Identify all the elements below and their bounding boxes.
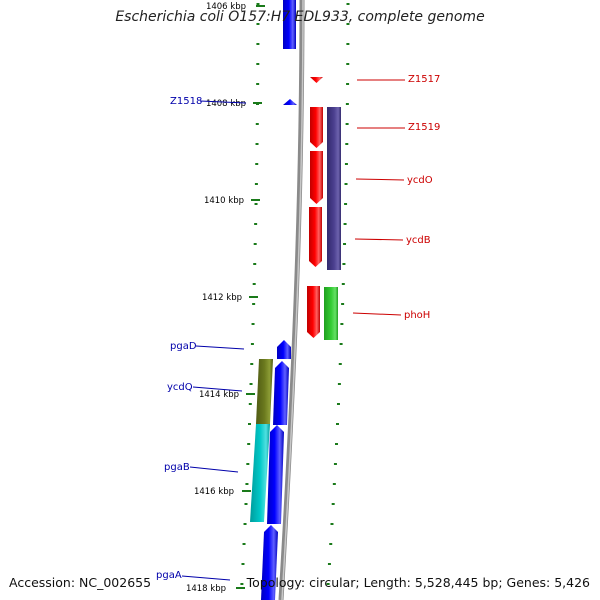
gene-z1519-arrow[interactable]	[310, 107, 323, 148]
gene-pgaa-arrow[interactable]	[261, 525, 278, 600]
reverse-features	[307, 77, 341, 340]
tick-1406: 1406 kbp	[206, 2, 265, 12]
tick-label: 1410 kbp	[204, 196, 244, 206]
reverse-gene-labels: Z1517 Z1519 ycdO ycdB phoH	[352, 74, 440, 321]
backbone	[278, 0, 305, 600]
cyan-feature[interactable]	[250, 424, 270, 522]
tick-1412: 1412 kbp	[202, 293, 258, 303]
svg-text:ycdB: ycdB	[406, 235, 431, 246]
tick-1414: 1414 kbp	[199, 390, 255, 400]
svg-text:Z1519: Z1519	[408, 122, 440, 133]
tick-label: 1414 kbp	[199, 390, 239, 400]
gene-pgab-arrow[interactable]	[267, 425, 284, 524]
svg-text:pgaD: pgaD	[170, 341, 197, 352]
label-ycdo[interactable]: ycdO	[355, 175, 433, 186]
tick-label: 1406 kbp	[206, 2, 246, 12]
tick-1410: 1410 kbp	[204, 196, 260, 206]
gene-ycdb-arrow[interactable]	[309, 207, 322, 267]
label-ycdq[interactable]: ycdQ	[167, 382, 243, 393]
gene-z1517-arrow[interactable]	[310, 77, 323, 83]
svg-text:pgaA: pgaA	[156, 570, 182, 581]
label-ycdb[interactable]: ycdB	[354, 235, 431, 246]
kbp-ticks: 1406 kbp 1408 kbp 1410 kbp 1412 kbp 1414…	[186, 2, 265, 594]
label-z1519[interactable]: Z1519	[357, 122, 440, 133]
gene-ycdq-arrow[interactable]	[273, 361, 289, 425]
tick-label: 1416 kbp	[194, 487, 234, 497]
tick-label: 1412 kbp	[202, 293, 242, 303]
svg-text:ycdO: ycdO	[407, 175, 433, 186]
label-phoh[interactable]: phoH	[352, 310, 430, 321]
svg-text:pgaB: pgaB	[164, 462, 190, 473]
tick-label: 1408 kbp	[206, 99, 246, 109]
backbone-highlight	[281, 0, 304, 600]
svg-text:phoH: phoH	[404, 310, 430, 321]
gene-phoh-arrow[interactable]	[307, 286, 320, 338]
genome-summary-text: Topology: circular; Length: 5,528,445 bp…	[246, 575, 590, 590]
rna-feature-1[interactable]	[327, 107, 341, 270]
gene-pgad-arrow[interactable]	[277, 340, 291, 359]
label-z1517[interactable]: Z1517	[357, 74, 440, 85]
label-pgab[interactable]: pgaB	[164, 462, 239, 473]
gene-top-partial[interactable]	[283, 0, 296, 49]
label-pgaa[interactable]: pgaA	[156, 570, 231, 581]
forward-gene-labels: Z1518 pgaD ycdQ pgaB pgaA	[156, 96, 247, 581]
tick-1416: 1416 kbp	[194, 487, 251, 497]
forward-features	[250, 0, 297, 600]
tick-1408: 1408 kbp	[206, 99, 262, 109]
tick-1418: 1418 kbp	[186, 584, 245, 594]
label-pgad[interactable]: pgaD	[170, 341, 245, 352]
green-feature[interactable]	[324, 287, 338, 340]
svg-text:ycdQ: ycdQ	[167, 382, 193, 393]
tick-label: 1418 kbp	[186, 584, 226, 594]
svg-text:Z1518: Z1518	[170, 96, 202, 107]
svg-text:Z1517: Z1517	[408, 74, 440, 85]
accession-text: Accession: NC_002655	[9, 575, 152, 590]
label-z1518[interactable]: Z1518	[170, 96, 247, 107]
gene-z1518-arrow[interactable]	[283, 99, 297, 105]
gene-ycdo-arrow[interactable]	[310, 151, 323, 204]
genome-title: Escherichia coli O157:H7 EDL933, complet…	[115, 9, 485, 25]
olive-feature[interactable]	[256, 359, 273, 424]
